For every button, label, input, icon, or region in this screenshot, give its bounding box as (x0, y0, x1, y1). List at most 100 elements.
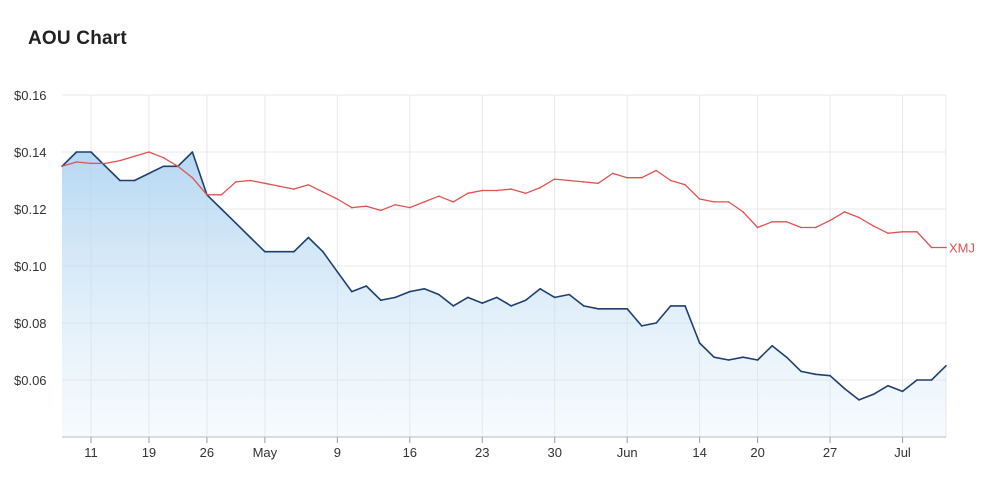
aou-point (684, 305, 686, 307)
aou-point (104, 165, 107, 168)
xmj-series-label: XMJ (949, 240, 975, 255)
xmj-point (90, 162, 92, 165)
aou-point (698, 342, 701, 344)
x-tick-label: 19 (142, 445, 156, 460)
aou-point (539, 288, 541, 290)
xmj-point (206, 194, 208, 196)
xmj-point (249, 179, 252, 182)
aou-point (496, 296, 498, 299)
aou-point (162, 165, 165, 168)
xmj-point (423, 201, 426, 203)
aou-point (887, 384, 889, 387)
aou-point (785, 356, 788, 359)
aou-point (235, 222, 237, 224)
aou-point (119, 179, 121, 182)
aou-area (62, 152, 946, 437)
aou-point (336, 270, 339, 273)
xmj-point (684, 184, 686, 186)
xmj-point (524, 192, 527, 195)
xmj-point (626, 176, 628, 179)
xmj-point (756, 226, 759, 229)
xmj-point (380, 209, 382, 212)
aou-point (553, 296, 556, 299)
xmj-point (264, 182, 266, 185)
xmj-point (655, 169, 657, 172)
xmj-point (640, 176, 643, 179)
aou-point (568, 293, 570, 296)
aou-point (713, 356, 715, 359)
aou-point (409, 290, 411, 293)
xmj-point (916, 231, 918, 233)
xmj-point (553, 178, 556, 180)
aou-point (293, 250, 295, 253)
xmj-point (438, 195, 440, 197)
aou-point (510, 305, 512, 307)
aou-point (249, 236, 252, 239)
xmj-point (814, 226, 817, 229)
xmj-point (409, 206, 411, 209)
xmj-point (177, 165, 179, 168)
aou-point (75, 151, 78, 153)
x-tick-label: 11 (84, 445, 98, 460)
x-tick-label: 20 (750, 445, 764, 460)
xmj-point (75, 161, 78, 163)
xmj-point (307, 184, 310, 186)
aou-point (481, 302, 484, 304)
xmj-point (365, 205, 368, 207)
xmj-point (727, 201, 730, 203)
xmj-point (148, 151, 150, 153)
xmj-point (698, 198, 701, 200)
xmj-point (611, 172, 614, 175)
xmj-point (481, 189, 484, 192)
xmj-point (133, 155, 136, 158)
aou-point (727, 359, 730, 361)
aou-point (322, 250, 324, 253)
aou-point (365, 285, 368, 287)
xmj-point (496, 189, 498, 192)
xmj-point (829, 219, 831, 222)
xmj-point (104, 162, 107, 165)
aou-point (829, 374, 831, 377)
xmj-line (61, 151, 946, 249)
x-tick-label: Jul (894, 445, 911, 460)
xmj-point (713, 201, 715, 203)
xmj-point (278, 185, 281, 187)
aou-point (872, 393, 875, 396)
xmj-point (568, 179, 570, 182)
y-tick-label: $0.06 (14, 373, 47, 388)
xmj-point (61, 165, 63, 168)
xmj-point (872, 225, 875, 227)
aou-point (626, 308, 628, 310)
xmj-point (220, 194, 223, 196)
xmj-point (669, 179, 672, 182)
x-tick-label: May (253, 445, 278, 460)
aou-point (148, 172, 150, 175)
y-tick-label: $0.08 (14, 316, 47, 331)
aou-point (901, 390, 904, 393)
x-tick-label: 30 (547, 445, 561, 460)
xmj-point (467, 192, 469, 195)
xmj-point (785, 221, 788, 223)
x-tick-label: 27 (823, 445, 837, 460)
aou-point (394, 296, 397, 299)
aou-point (380, 299, 382, 302)
aou-point (742, 356, 744, 359)
aou-point (220, 208, 223, 210)
xmj-point (858, 216, 860, 219)
y-tick-label: $0.12 (14, 202, 47, 217)
xmj-point (351, 206, 353, 209)
aou-point (669, 305, 672, 307)
xmj-point (843, 211, 846, 213)
y-tick-label: $0.10 (14, 259, 47, 274)
x-tick-label: 16 (403, 445, 417, 460)
xmj-point (597, 182, 599, 185)
xmj-point (510, 188, 512, 190)
xmj-point (930, 246, 933, 249)
xmj-point (742, 211, 744, 213)
aou-point (191, 151, 194, 153)
aou-point (655, 322, 657, 324)
xmj-point (901, 231, 904, 233)
aou-point (858, 399, 860, 401)
